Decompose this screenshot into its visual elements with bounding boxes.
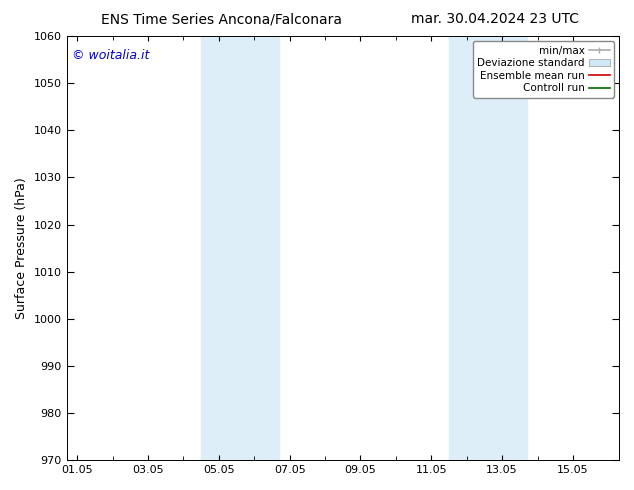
Bar — [201, 36, 279, 460]
Legend: min/max, Deviazione standard, Ensemble mean run, Controll run: min/max, Deviazione standard, Ensemble m… — [473, 41, 614, 98]
Text: ENS Time Series Ancona/Falconara: ENS Time Series Ancona/Falconara — [101, 12, 342, 26]
Text: mar. 30.04.2024 23 UTC: mar. 30.04.2024 23 UTC — [411, 12, 578, 26]
Bar — [449, 36, 527, 460]
Y-axis label: Surface Pressure (hPa): Surface Pressure (hPa) — [15, 177, 28, 319]
Text: © woitalia.it: © woitalia.it — [72, 49, 150, 62]
